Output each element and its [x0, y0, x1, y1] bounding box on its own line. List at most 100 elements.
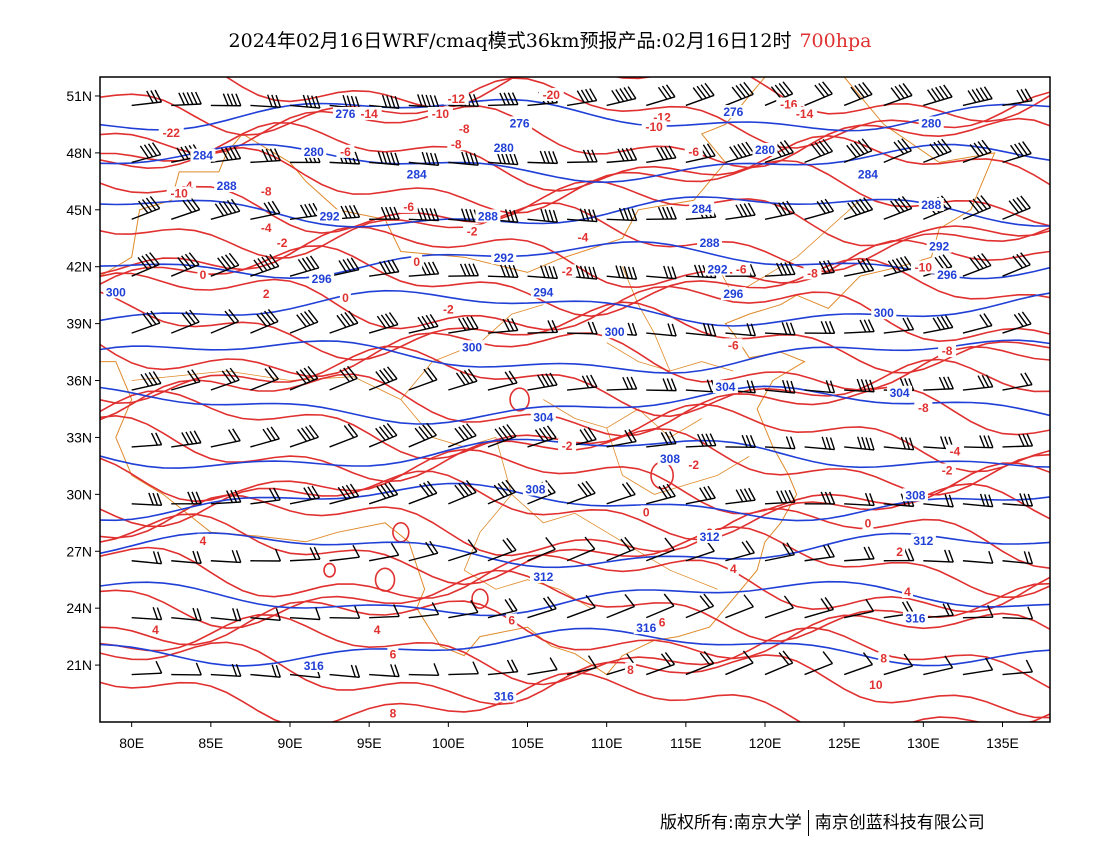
- wind-barb: [962, 139, 992, 164]
- province-boundary: [543, 399, 702, 438]
- temperature-label-bg: [463, 224, 482, 238]
- wind-barb: [764, 379, 796, 394]
- wind-barb: [646, 206, 677, 220]
- height-label-bg: [934, 268, 960, 282]
- wind-barb: [1002, 141, 1032, 164]
- height-label: 304: [715, 380, 735, 394]
- wind-barb: [369, 542, 400, 562]
- temperature-contour: [100, 494, 1050, 569]
- wind-barb: [883, 138, 912, 164]
- temperature-label: -6: [340, 145, 351, 159]
- wind-barb: [844, 257, 875, 277]
- wind-barb: [171, 550, 202, 565]
- temperature-label: 0: [413, 255, 420, 269]
- height-label-bg: [887, 385, 913, 399]
- height-label-bg: [926, 239, 952, 253]
- wind-barb: [487, 424, 517, 448]
- wind-barb: [962, 195, 992, 220]
- wind-barb: [250, 487, 281, 505]
- temperature-label-bg: [455, 122, 474, 136]
- height-label-bg: [705, 262, 730, 276]
- wind-barb: [923, 376, 954, 391]
- wind-barb: [923, 315, 954, 334]
- company-text: 南京创蓝科技有限公司: [814, 813, 985, 833]
- height-label-bg: [697, 235, 723, 249]
- wind-barb: [883, 653, 914, 676]
- temperature-contour-loop: [374, 567, 396, 592]
- wind-barb: [725, 202, 756, 220]
- title-text: 2024年02月16日WRF/cmaq模式36km预报产品:02月16日12时: [228, 30, 792, 52]
- wind-barb: [250, 200, 281, 220]
- wind-barb: [606, 482, 636, 505]
- temperature-label: 0: [200, 268, 207, 282]
- wind-barb: [883, 196, 913, 220]
- height-label: 304: [533, 410, 553, 424]
- height-label-bg: [404, 167, 430, 181]
- temperature-contour: [100, 345, 1050, 418]
- wind-barb: [646, 652, 676, 676]
- height-contour: [100, 339, 1050, 374]
- wind-barb: [685, 651, 715, 676]
- height-label-bg: [657, 452, 683, 466]
- wind-barb: [250, 608, 281, 622]
- wind-barb: [210, 309, 240, 334]
- wind-barb: [883, 548, 915, 562]
- height-label: 276: [335, 107, 355, 121]
- wind-barb: [685, 433, 717, 448]
- wind-barb: [764, 650, 794, 676]
- height-contour: [100, 532, 1050, 569]
- wind-barb: [369, 604, 400, 619]
- wind-barb: [250, 309, 279, 334]
- temperature-label-bg: [684, 457, 703, 471]
- wind-barb: [645, 593, 675, 619]
- lon-tick-label: 120E: [749, 735, 782, 751]
- lat-tick-label: 42N: [66, 259, 92, 275]
- height-label-bg: [720, 105, 746, 119]
- wind-barb: [962, 253, 992, 277]
- temperature-label: -2: [562, 264, 573, 278]
- height-label: 316: [905, 612, 925, 626]
- wind-barb: [725, 81, 754, 107]
- temperature-label-bg: [260, 287, 272, 301]
- temperature-label: 6: [659, 615, 666, 629]
- height-label: 284: [193, 149, 213, 163]
- wind-barb: [844, 492, 875, 507]
- wind-barb: [764, 140, 794, 164]
- wind-barb: [369, 94, 400, 109]
- wind-barb: [606, 376, 638, 391]
- chart-title: 2024年02月16日WRF/cmaq模式36km预报产品:02月16日12时 7…: [0, 26, 1100, 53]
- wind-barb: [804, 320, 836, 335]
- temperature-label: -22: [163, 126, 181, 140]
- lon-tick-label: 85E: [198, 735, 223, 751]
- height-label: 284: [407, 168, 427, 182]
- wind-barb: [1002, 88, 1033, 107]
- temperature-label-bg: [866, 677, 885, 691]
- wind-barb: [210, 252, 240, 277]
- province-boundary: [495, 437, 718, 590]
- wind-barb: [210, 146, 242, 164]
- temperature-label: 0: [342, 291, 349, 305]
- wind-barb: [289, 94, 321, 109]
- wind-barb: [804, 597, 835, 619]
- temperature-label-bg: [558, 438, 577, 452]
- lat-tick-label: 30N: [66, 486, 92, 502]
- wind-barb: [725, 487, 756, 505]
- wind-barb: [369, 151, 400, 166]
- wind-barb: [923, 84, 953, 107]
- height-label-bg: [301, 658, 327, 672]
- height-contour: [100, 98, 1050, 132]
- lon-tick-label: 125E: [828, 735, 861, 751]
- temperature-label: -8: [451, 137, 462, 151]
- temperature-label-bg: [439, 302, 458, 316]
- temperature-label-bg: [938, 344, 957, 358]
- temperature-label-bg: [399, 199, 418, 213]
- temperature-label-bg: [149, 622, 161, 636]
- wind-barb: [804, 544, 835, 562]
- height-label-bg: [309, 271, 335, 285]
- lat-tick-label: 45N: [66, 202, 92, 218]
- height-contour: [100, 143, 1050, 184]
- temperature-label: -4: [182, 179, 193, 193]
- temperature-label-bg: [640, 505, 652, 519]
- wind-barb: [804, 81, 833, 107]
- wind-barb: [725, 650, 754, 676]
